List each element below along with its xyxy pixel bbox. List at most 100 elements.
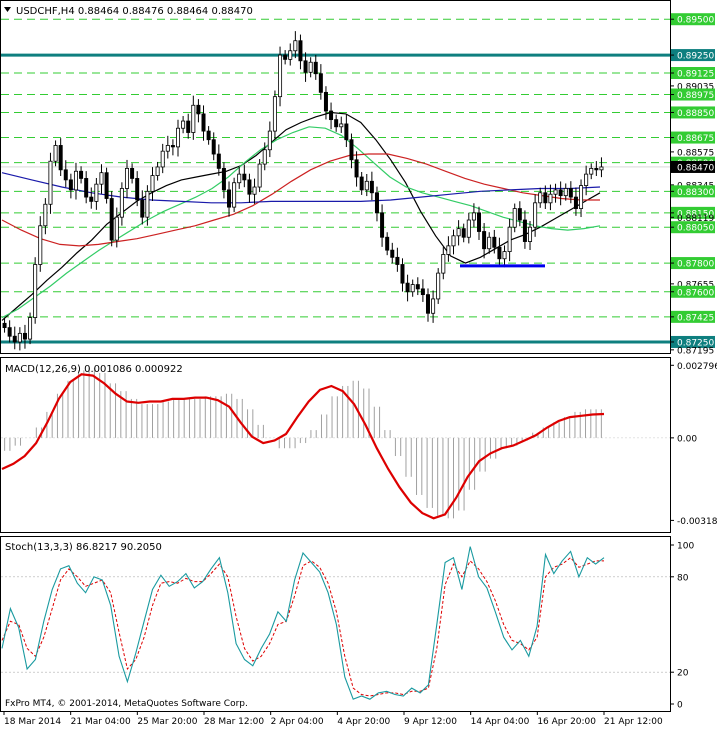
moving-average-line	[1, 153, 600, 247]
candle-body	[446, 245, 451, 255]
candle-body	[420, 288, 425, 296]
price-tick-label: 0.89035	[677, 82, 714, 92]
current-price-tag	[671, 160, 715, 173]
candle-body	[528, 226, 533, 242]
candle-body	[170, 145, 175, 148]
candle-body	[303, 60, 308, 73]
candle-body	[33, 264, 38, 318]
price-candles	[2, 31, 604, 351]
level-price-tag	[671, 335, 715, 348]
candle-body	[477, 212, 482, 232]
level-price-tag	[671, 13, 715, 26]
horizontal-levels	[1, 18, 670, 344]
candle-body	[165, 145, 170, 152]
price-panel-frame	[0, 0, 671, 354]
candle-body	[466, 219, 471, 238]
price-tick-label: 0.88300	[677, 188, 714, 198]
candle-body	[573, 196, 578, 209]
candle-body	[232, 182, 237, 208]
candle-body	[568, 188, 573, 198]
candle-body	[497, 246, 502, 260]
candle-body	[48, 160, 53, 205]
stochastic-panel[interactable]: 100 80 20 0 Stoch(13,3,3) 86.8217 90.2050 F…	[0, 536, 695, 712]
candle-body	[349, 139, 354, 161]
candle-body	[283, 54, 288, 60]
level-price-tag	[671, 206, 715, 219]
price-tick-label: 0.89500	[677, 16, 714, 26]
time-tick-label: 21 Mar 04:00	[71, 717, 131, 727]
candle-body	[405, 282, 410, 293]
candle-body	[278, 54, 283, 98]
price-title: USDCHF,H4 0.88464 0.88476 0.88464 0.8847…	[4, 6, 253, 17]
candle-body	[89, 196, 94, 202]
candle-body	[533, 202, 538, 228]
candle-body	[354, 159, 359, 178]
candle-body	[160, 150, 165, 168]
time-tick-label: 16 Apr 20:00	[537, 717, 596, 727]
moving-average-line	[1, 111, 601, 321]
candle-body	[548, 193, 553, 204]
time-tick-label: 4 Apr 20:00	[337, 717, 390, 727]
candle-body	[7, 327, 12, 337]
candle-body	[517, 208, 522, 221]
stochastic-panel-frame	[0, 536, 671, 712]
price-tick-label: 0.89125	[677, 70, 714, 80]
price-tick-label: 0.89250	[677, 52, 714, 62]
candle-body	[262, 149, 267, 165]
candle-body	[2, 322, 7, 329]
candle-body	[385, 236, 390, 251]
candle-body	[441, 254, 446, 274]
time-tick-label: 25 Mar 20:00	[137, 717, 197, 727]
price-tick-label: 0.87250	[677, 338, 714, 348]
stochastic-title: Stoch(13,3,3) 86.8217 90.2050	[5, 542, 162, 553]
candle-body	[410, 284, 415, 293]
macd-tick-label: 0.00	[677, 434, 697, 444]
watermark: FxPro MT4, © 2001-2014, MetaQuotes Softw…	[5, 699, 248, 709]
candle-body	[594, 167, 599, 171]
candle-body	[63, 169, 68, 181]
candle-body	[538, 192, 543, 204]
level-price-tag	[671, 310, 715, 323]
stochastic-tick-label: 20	[677, 669, 689, 679]
candle-body	[135, 178, 140, 201]
level-price-tag	[671, 185, 715, 198]
candle-body	[242, 173, 247, 181]
candle-body	[334, 119, 339, 128]
candle-body	[522, 219, 527, 242]
candle-body	[487, 236, 492, 250]
price-tick-label: 0.88150	[677, 209, 714, 219]
candle-body	[308, 61, 313, 73]
price-tick-label: 0.87425	[677, 313, 714, 323]
time-axis: 18 Mar 2014 21 Mar 04:00 25 Mar 20:00 28 Ma…	[3, 711, 663, 727]
stochastic-tick-label: 80	[677, 573, 689, 583]
time-tick-label: 18 Mar 2014	[4, 717, 61, 727]
candle-body	[471, 212, 476, 221]
candle-body	[114, 216, 119, 241]
candle-body	[206, 130, 211, 141]
candle-body	[79, 170, 84, 179]
candle-body	[492, 236, 497, 248]
candle-body	[252, 186, 257, 195]
stochastic-tick-label: 0	[677, 701, 683, 711]
price-tick-label: 0.87195	[677, 346, 714, 356]
candle-body	[227, 189, 232, 208]
candle-body	[196, 104, 201, 115]
candle-body	[415, 284, 420, 290]
candle-body	[558, 189, 563, 197]
level-price-tag	[671, 106, 715, 119]
candle-body	[211, 139, 216, 155]
candle-body	[145, 190, 150, 218]
dropdown-triangle-icon[interactable]	[4, 7, 11, 12]
candle-body	[502, 251, 507, 260]
candle-body	[344, 123, 349, 141]
macd-tick-label: 0.002796	[677, 362, 717, 372]
candle-body	[339, 123, 344, 128]
candle-body	[589, 167, 594, 175]
candle-body	[563, 188, 568, 197]
candle-body	[369, 180, 374, 194]
candle-body	[216, 153, 221, 169]
macd-panel[interactable]: 0.002796 0.00 -0.00318 MACD(12,26,9) 0.001…	[0, 357, 717, 533]
price-tick-label: 0.88675	[677, 134, 714, 144]
